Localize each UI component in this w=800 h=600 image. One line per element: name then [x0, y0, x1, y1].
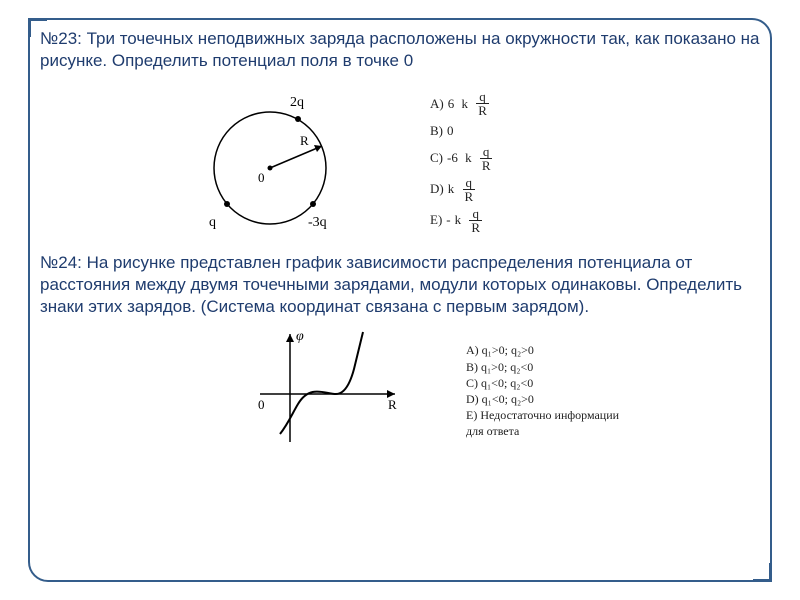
problem-23-text: №23: Три точечных неподвижных заряда рас…	[40, 28, 760, 72]
charge-minus3q: -3q	[308, 215, 327, 230]
problem-24-figure: 0 R φ	[240, 324, 410, 454]
origin-label: 0	[258, 397, 265, 412]
ans-23-A: A) 6 k qR	[430, 90, 494, 117]
radius-label: R	[300, 133, 309, 148]
center-label: 0	[258, 170, 265, 185]
ans-23-E: E) - k qR	[430, 207, 494, 234]
ans-24-D: D) q₁<0; q₂>0	[466, 391, 636, 407]
charge-q: q	[209, 215, 216, 230]
problem-23-answers: A) 6 k qR B) 0 C) -6 k qR D) k qR E) - k…	[430, 90, 494, 238]
ans-24-A: A) q₁>0; q₂>0	[466, 342, 636, 358]
problem-24-text: №24: На рисунке представлен график завис…	[40, 252, 760, 318]
y-label: φ	[296, 329, 304, 344]
problem-24-answers: A) q₁>0; q₂>0 B) q₁>0; q₂<0 C) q₁<0; q₂<…	[466, 342, 636, 439]
x-label: R	[388, 397, 397, 412]
ans-24-C: C) q₁<0; q₂<0	[466, 375, 636, 391]
ans-23-D: D) k qR	[430, 176, 494, 203]
ans-23-C: C) -6 k qR	[430, 145, 494, 172]
charge-2q: 2q	[290, 95, 304, 110]
ans-23-B: B) 0	[430, 121, 494, 141]
potential-graph: 0 R φ	[240, 324, 410, 454]
circle-diagram: 0 R 2q q -3q	[180, 78, 360, 248]
content-area: №23: Три точечных неподвижных заряда рас…	[40, 28, 760, 454]
problem-23-row: 0 R 2q q -3q A) 6 k qR B) 0	[40, 78, 760, 248]
ans-24-E: E) Недостаточно информации для ответа	[466, 407, 636, 439]
problem-23-figure: 0 R 2q q -3q	[180, 78, 360, 248]
problem-24-row: 0 R φ A) q₁>0; q₂>0 B) q₁>0; q₂<0 C) q₁<…	[40, 324, 760, 454]
ans-24-B: B) q₁>0; q₂<0	[466, 359, 636, 375]
